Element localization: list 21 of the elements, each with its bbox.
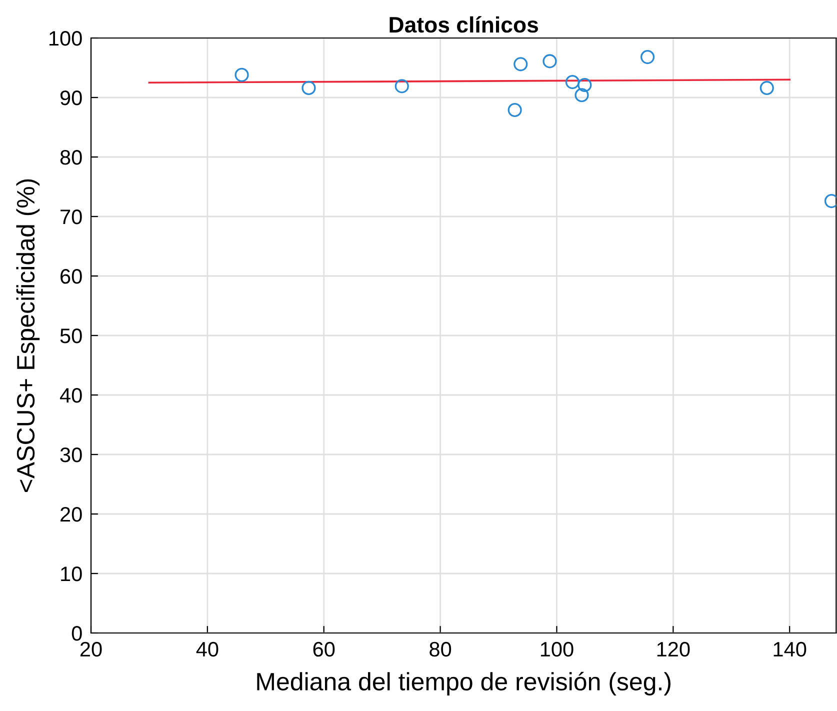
- x-tick-label: 20: [80, 642, 102, 657]
- y-axis-title: <ASCUS+ Especificidad (%): [16, 179, 40, 492]
- y-tick-label: 90: [60, 90, 82, 106]
- y-tick-label: 20: [60, 507, 82, 522]
- x-tick-label: 120: [657, 642, 690, 657]
- y-tick-label: 40: [60, 388, 82, 403]
- x-tick-label: 100: [540, 642, 574, 657]
- y-tick-label: 10: [61, 566, 82, 582]
- x-tick-label: 140: [774, 642, 806, 657]
- y-tick-label: 50: [60, 328, 82, 344]
- x-tick-label: 40: [196, 642, 218, 657]
- chart-title: Datos clínicos: [390, 16, 538, 33]
- y-tick-label: 30: [60, 448, 82, 462]
- x-axis-title: Mediana del tiempo de revisión (seg.): [257, 672, 670, 696]
- x-tick-label: 80: [430, 642, 452, 657]
- y-tick-label: 70: [60, 210, 82, 224]
- y-tick-label: 100: [50, 31, 82, 46]
- y-tick-label: 0: [72, 626, 82, 641]
- x-tick-label: 60: [313, 642, 335, 657]
- y-tick-label: 80: [60, 150, 82, 165]
- y-tick-label: 60: [60, 269, 82, 284]
